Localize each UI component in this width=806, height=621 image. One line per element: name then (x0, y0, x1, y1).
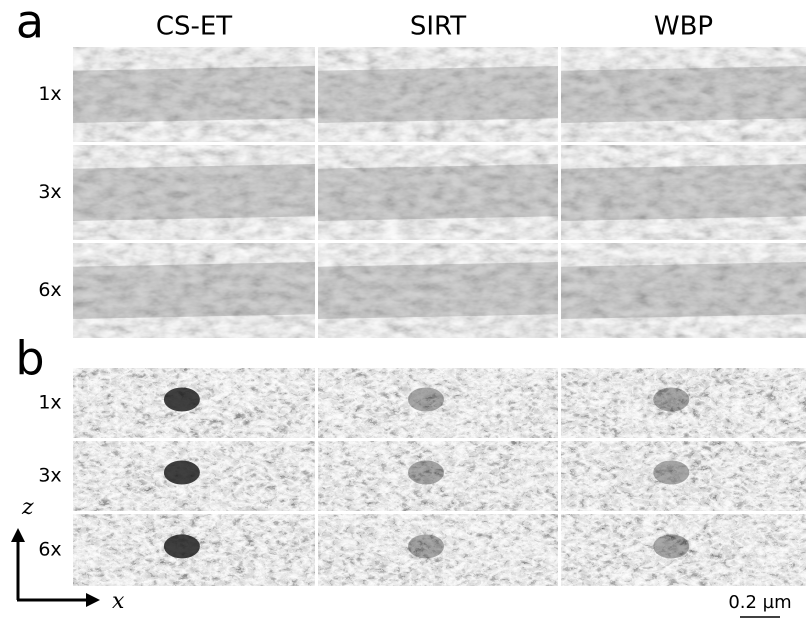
row-label: 6x (38, 279, 61, 301)
column-header: CS-ET (156, 12, 232, 42)
image-grid (73, 47, 806, 586)
dark-feature (408, 461, 444, 485)
panel-label: a (16, 0, 44, 49)
row-label: 1x (38, 83, 61, 105)
axis-label: z (21, 495, 34, 520)
z-arrowhead (11, 528, 25, 542)
row-label: 3x (38, 465, 61, 487)
specimen-band (318, 66, 558, 123)
row-label: 3x (38, 181, 61, 203)
axis-label: x (112, 589, 125, 614)
x-arrowhead (86, 593, 100, 607)
dark-feature (653, 388, 689, 412)
specimen-band (73, 164, 315, 221)
specimen-band (318, 164, 558, 221)
dark-feature (164, 534, 200, 558)
dark-feature (408, 388, 444, 412)
row-label: 1x (38, 392, 61, 414)
column-header: WBP (654, 12, 713, 42)
dark-feature (164, 388, 200, 412)
dark-feature (164, 461, 200, 485)
panel-label: b (15, 332, 44, 386)
specimen-band (561, 66, 806, 123)
specimen-band (73, 66, 315, 123)
specimen-band (318, 262, 558, 319)
dark-feature (408, 534, 444, 558)
specimen-band (561, 164, 806, 221)
dark-feature (653, 461, 689, 485)
scale-bar-label: 0.2 µm (728, 592, 791, 613)
figure: a b z x 0.2 µm CS-ET SIRT WBP 1x 3x 6x 1x 3x 6x (0, 0, 806, 621)
row-label: 6x (38, 539, 61, 561)
specimen-band (73, 262, 315, 319)
column-header: SIRT (410, 12, 466, 42)
dark-feature (653, 534, 689, 558)
specimen-band (561, 262, 806, 319)
